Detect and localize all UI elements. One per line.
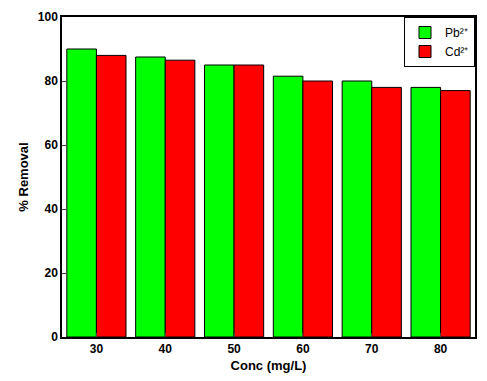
svg-text:40: 40 bbox=[159, 342, 173, 356]
svg-text:30: 30 bbox=[90, 342, 104, 356]
svg-text:70: 70 bbox=[365, 342, 379, 356]
svg-text:0: 0 bbox=[51, 330, 58, 344]
svg-text:50: 50 bbox=[227, 342, 241, 356]
svg-text:20: 20 bbox=[44, 266, 58, 280]
svg-text:Conc (mg/L): Conc (mg/L) bbox=[231, 358, 307, 373]
svg-text:80: 80 bbox=[434, 342, 448, 356]
svg-text:40: 40 bbox=[44, 202, 58, 216]
svg-text:100: 100 bbox=[38, 10, 58, 24]
svg-text:60: 60 bbox=[296, 342, 310, 356]
svg-text:60: 60 bbox=[44, 138, 58, 152]
svg-text:Pb²⁺: Pb²⁺ bbox=[445, 26, 468, 40]
svg-text:Cd²⁺: Cd²⁺ bbox=[445, 45, 468, 59]
svg-text:% Removal: % Removal bbox=[16, 142, 31, 211]
svg-text:80: 80 bbox=[44, 74, 58, 88]
